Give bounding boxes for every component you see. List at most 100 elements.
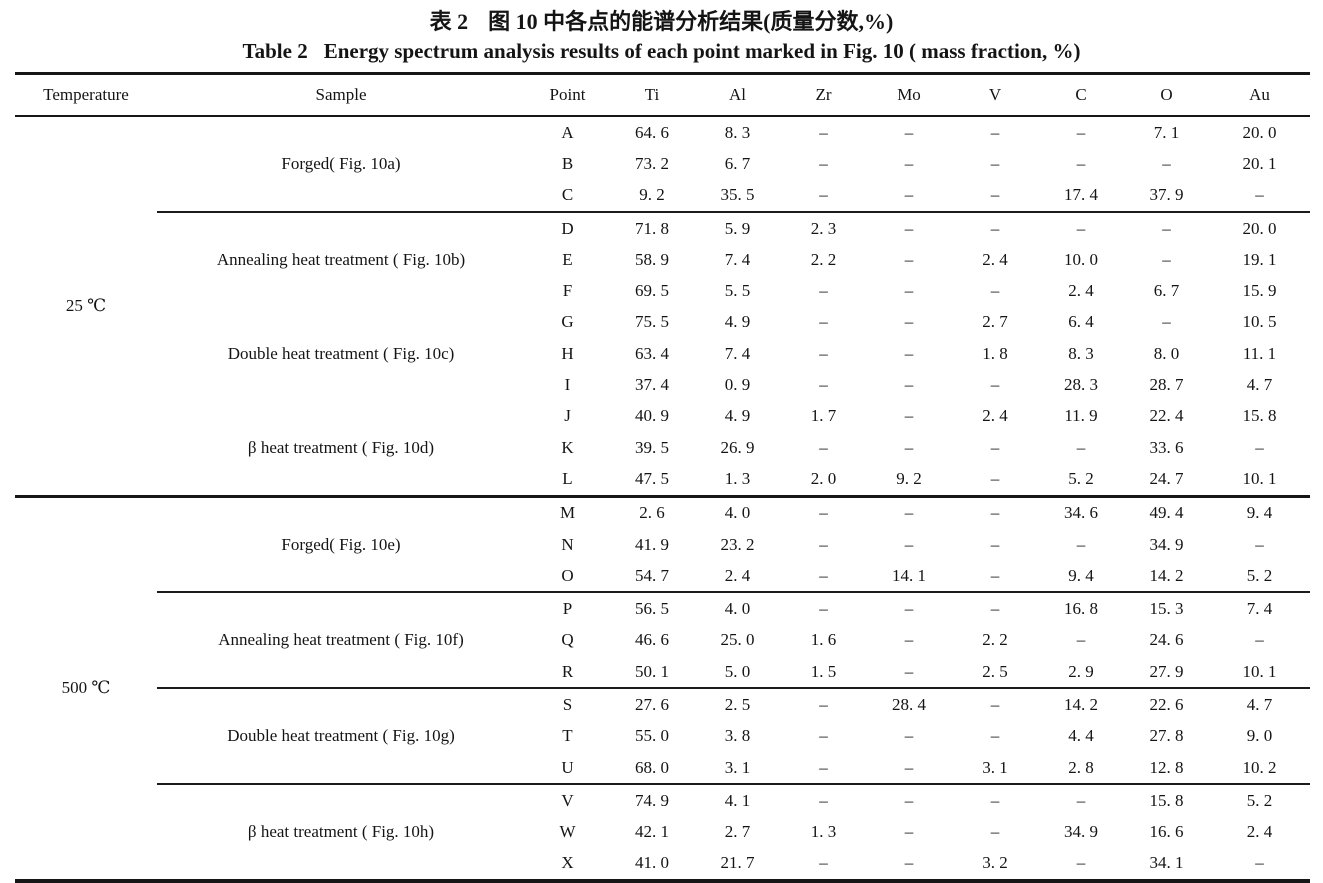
point-cell: M xyxy=(559,503,576,523)
value-cell: 3. 1 xyxy=(952,751,1038,786)
value-cell: – xyxy=(1209,179,1310,213)
value-cell: 68. 0 xyxy=(610,751,694,786)
value-cell: 3. 2 xyxy=(982,853,1008,873)
value-cell: 3. 8 xyxy=(724,726,751,746)
value-cell: 19. 1 xyxy=(1242,249,1277,269)
value-cell: – xyxy=(904,406,914,426)
value-cell: 20. 0 xyxy=(1242,122,1277,142)
table-row-point-h: H 63. 4 7. 4 – – 1. 8 8. 3 8. 0 11. 1 xyxy=(15,338,1310,369)
value-cell: 39. 5 xyxy=(635,437,669,457)
table-row-point-g: Double heat treatment ( Fig. 10c) G 75. 5 4… xyxy=(15,307,1310,362)
value-cell: – xyxy=(952,560,1038,594)
value-cell: 37. 9 xyxy=(1124,179,1209,213)
value-cell: 27. 8 xyxy=(1149,726,1184,746)
value-cell: – xyxy=(990,218,1000,238)
value-cell: 7. 4 xyxy=(724,249,751,269)
value-cell: – xyxy=(1076,122,1086,142)
value-cell: 75. 5 xyxy=(635,312,669,332)
column-header-sample: Sample xyxy=(157,73,525,117)
value-cell: – xyxy=(904,853,914,873)
value-cell: 54. 7 xyxy=(610,560,694,594)
value-cell: 73. 2 xyxy=(635,153,669,173)
sample-cell: Double heat treatment ( Fig. 10g) xyxy=(157,688,525,786)
value-cell: 40. 9 xyxy=(635,406,669,426)
value-cell: 2. 5 xyxy=(724,694,751,714)
value-cell: 4. 7 xyxy=(1246,694,1273,714)
value-cell: – xyxy=(904,822,914,842)
point-cell: I xyxy=(564,375,571,395)
value-cell: 15. 8 xyxy=(1242,406,1277,426)
table-title-chinese-text: 图 10 中各点的能谱分析结果(质量分数,%) xyxy=(488,9,894,34)
value-cell: – xyxy=(1162,153,1171,173)
column-header-al: Al xyxy=(694,73,781,117)
table-row-point-t: T 55. 0 3. 8 – – – 4. 4 27. 8 9. 0 xyxy=(15,721,1310,752)
value-cell: – xyxy=(819,503,828,523)
point-cell: T xyxy=(562,726,573,746)
value-cell: 2. 4 xyxy=(982,249,1008,269)
value-cell: – xyxy=(990,599,1000,619)
value-cell: 2. 3 xyxy=(810,218,837,238)
value-cell: – xyxy=(866,656,952,690)
value-cell: 20. 0 xyxy=(1242,218,1277,238)
point-cell: H xyxy=(561,343,574,363)
value-cell: – xyxy=(781,751,866,786)
value-cell: 55. 0 xyxy=(635,726,669,746)
value-cell: – xyxy=(819,281,828,301)
value-cell: – xyxy=(1076,790,1086,810)
table-title-english-label: Table 2 xyxy=(242,39,308,63)
table-row-point-i: I 37. 4 0. 9 – – – 28. 3 28. 7 4. 7 xyxy=(15,369,1310,400)
value-cell: 10. 5 xyxy=(1242,312,1277,332)
value-cell: – xyxy=(819,122,828,142)
value-cell: 2. 4 xyxy=(694,560,781,594)
value-cell: 41. 9 xyxy=(635,534,669,554)
value-cell: – xyxy=(990,790,1000,810)
value-cell: – xyxy=(904,726,914,746)
point-cell: A xyxy=(561,122,574,142)
value-cell: 2. 4 xyxy=(1068,281,1094,301)
table-row-point-r: R 50. 1 5. 0 1. 5–2. 5 2. 9 27. 9 10. 1 xyxy=(15,656,1310,690)
value-cell: 34. 6 xyxy=(1064,503,1098,523)
sample-cell: Forged( Fig. 10e) xyxy=(157,496,525,594)
sample-cell: Annealing heat treatment ( Fig. 10b) xyxy=(216,249,466,269)
value-cell: 14. 2 xyxy=(1064,694,1098,714)
value-cell: 9. 2 xyxy=(866,463,952,498)
value-cell: – xyxy=(819,343,828,363)
value-cell: 5. 0 xyxy=(694,656,781,690)
value-cell: 0. 9 xyxy=(724,375,751,395)
value-cell: – xyxy=(990,726,1000,746)
table-row-point-x: X 41. 0 21. 7 – – 3. 2 – 34. 1 – xyxy=(15,848,1310,881)
value-cell: 3. 1 xyxy=(694,751,781,786)
table-row-point-c: C 9. 2 35. 5– – –17. 4 37. 9– xyxy=(15,179,1310,213)
value-cell: 34. 9 xyxy=(1064,822,1098,842)
value-cell: 50. 1 xyxy=(610,656,694,690)
table-title-chinese-label: 表 2 xyxy=(429,9,469,34)
sample-cell: Forged( Fig. 10a) xyxy=(157,116,525,213)
point-cell: K xyxy=(561,437,574,457)
value-cell: 11. 9 xyxy=(1064,406,1098,426)
value-cell: – xyxy=(819,726,828,746)
table-row-point-l: L 47. 5 1. 3 2. 0 9. 2–5. 2 24. 7 10. 1 xyxy=(15,463,1310,498)
value-cell: 34. 9 xyxy=(1149,534,1184,554)
temperature-cell: 25 ℃ xyxy=(15,116,157,498)
value-cell: – xyxy=(990,375,1000,395)
value-cell: – xyxy=(819,790,828,810)
value-cell: 20. 1 xyxy=(1242,153,1277,173)
point-cell: C xyxy=(525,179,610,213)
value-cell: – xyxy=(990,153,1000,173)
value-cell: 4. 9 xyxy=(724,406,751,426)
table-row-point-k: K 39. 5 26. 9 – – – – 33. 6 – xyxy=(15,432,1310,463)
value-cell: 69. 5 xyxy=(635,281,669,301)
value-cell: – xyxy=(990,822,1000,842)
value-cell: 2. 4 xyxy=(982,406,1008,426)
column-header-v: V xyxy=(952,73,1038,117)
value-cell: – xyxy=(904,437,914,457)
value-cell: 71. 8 xyxy=(635,218,669,238)
value-cell: 28. 3 xyxy=(1064,375,1098,395)
value-cell: – xyxy=(866,179,952,213)
value-cell: – xyxy=(952,179,1038,213)
value-cell: – xyxy=(990,122,1000,142)
value-cell: – xyxy=(990,694,1000,714)
sample-cell: Annealing heat treatment ( Fig. 10f) xyxy=(157,592,525,690)
value-cell: 10. 0 xyxy=(1064,249,1098,269)
